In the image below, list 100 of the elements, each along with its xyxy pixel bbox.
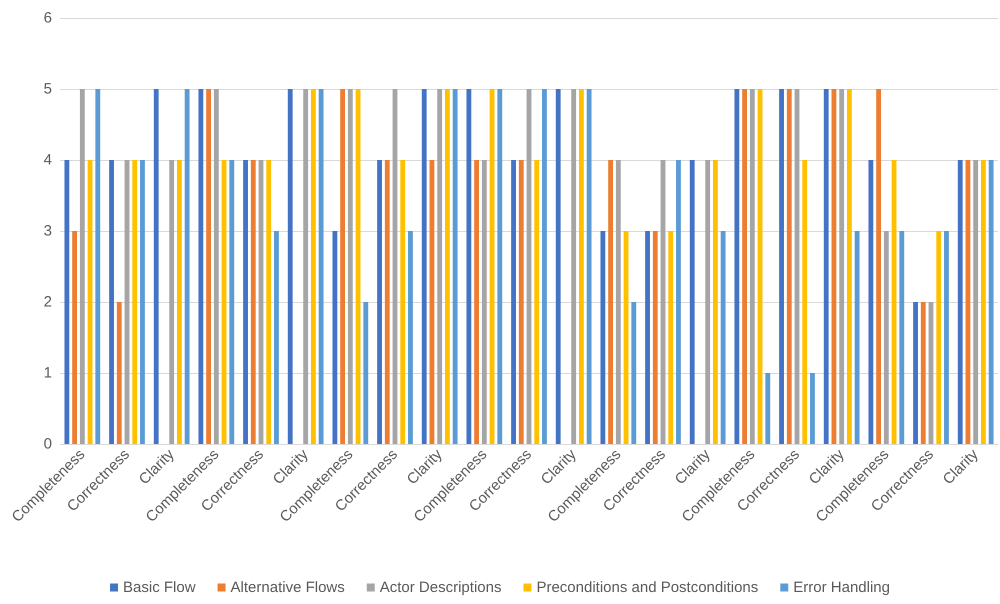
bar (542, 89, 547, 444)
bar (988, 160, 994, 444)
bar (652, 231, 658, 444)
bar (64, 160, 70, 444)
bar (169, 160, 174, 444)
bar (712, 160, 718, 444)
bar (854, 231, 860, 444)
bar (720, 231, 726, 444)
bar (384, 160, 390, 444)
bar (444, 89, 450, 444)
bar (332, 231, 338, 444)
bar (690, 160, 695, 444)
bar (95, 89, 100, 444)
bar (214, 89, 219, 444)
bar (920, 302, 926, 444)
bar (571, 89, 576, 444)
bar (422, 89, 427, 444)
bar (578, 89, 584, 444)
bar (660, 160, 666, 444)
bar (676, 160, 681, 444)
bar (899, 231, 904, 444)
bar (400, 160, 406, 444)
y-tick-label: 2 (44, 294, 52, 310)
bar (600, 231, 606, 444)
legend-label: Preconditions and Postconditions (536, 579, 758, 596)
y-tick-label: 4 (44, 152, 52, 168)
bar (109, 160, 114, 444)
bar (80, 89, 85, 444)
bar (876, 89, 882, 444)
bar (206, 89, 212, 444)
bar (116, 302, 122, 444)
bar (274, 231, 279, 444)
bar (266, 160, 272, 444)
bar (490, 89, 494, 444)
bar (631, 302, 636, 444)
bar (377, 160, 382, 444)
bar (222, 160, 226, 444)
bar (348, 89, 353, 444)
bar (518, 160, 524, 444)
legend-label: Error Handling (793, 579, 890, 596)
bar (794, 89, 800, 444)
bar (608, 160, 614, 444)
bar (779, 89, 784, 444)
bar (258, 160, 264, 444)
bar (556, 89, 561, 444)
bar (430, 160, 434, 444)
bar (198, 89, 204, 444)
bar (936, 231, 942, 444)
bar (318, 89, 324, 444)
bar (586, 89, 592, 444)
bar (802, 160, 808, 444)
bar (88, 160, 92, 444)
bar (645, 231, 650, 444)
bar (973, 160, 978, 444)
bar (154, 89, 159, 444)
bar (497, 89, 502, 444)
y-tick-label: 0 (44, 436, 52, 452)
bar (288, 89, 293, 444)
bar (846, 89, 852, 444)
bar (534, 160, 540, 444)
bar (765, 373, 770, 444)
bar (437, 89, 442, 444)
bar (303, 89, 308, 444)
bar (124, 160, 130, 444)
y-tick-label: 6 (44, 10, 52, 26)
bar (140, 160, 145, 444)
bar (824, 89, 829, 444)
bar (526, 89, 532, 444)
bar (184, 89, 190, 444)
legend-label: Basic Flow (123, 579, 196, 596)
bar (944, 231, 949, 444)
bar (250, 160, 256, 444)
bar (734, 89, 740, 444)
bar (511, 160, 516, 444)
bar (966, 160, 970, 444)
bar (132, 160, 138, 444)
bar (750, 89, 755, 444)
bar (832, 89, 836, 444)
bar (913, 302, 918, 444)
bar (742, 89, 748, 444)
bar (980, 160, 986, 444)
bar (356, 89, 360, 444)
bar (616, 160, 621, 444)
bar (705, 160, 710, 444)
bar (884, 231, 889, 444)
bar (868, 160, 874, 444)
bar (958, 160, 963, 444)
bar (452, 89, 458, 444)
y-tick-label: 3 (44, 222, 52, 240)
y-tick-label: 1 (44, 364, 52, 382)
y-tick-label: 5 (44, 80, 52, 98)
bar (474, 160, 480, 444)
bar (786, 89, 792, 444)
bar (624, 231, 628, 444)
bar (392, 89, 398, 444)
bar (363, 302, 368, 444)
legend-label: Actor Descriptions (380, 579, 502, 596)
bar (340, 89, 346, 444)
bar (176, 160, 182, 444)
legend-label: Alternative Flows (230, 579, 345, 596)
